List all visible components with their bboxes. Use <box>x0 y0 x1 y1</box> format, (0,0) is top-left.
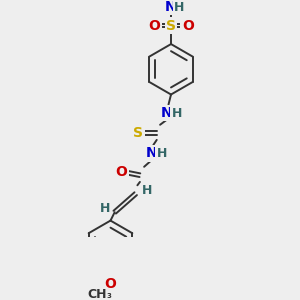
Text: H: H <box>172 106 182 119</box>
Text: N: N <box>164 0 176 14</box>
Text: S: S <box>133 126 143 140</box>
Text: CH: CH <box>87 288 107 300</box>
Text: O: O <box>148 19 160 33</box>
Text: H: H <box>99 202 110 215</box>
Text: H: H <box>142 184 153 197</box>
Text: H: H <box>174 1 184 13</box>
Text: N: N <box>161 106 172 120</box>
Text: O: O <box>116 165 128 179</box>
Text: O: O <box>182 19 194 33</box>
Text: N: N <box>146 146 158 160</box>
Text: H: H <box>157 147 167 160</box>
Text: ₃: ₃ <box>106 290 111 300</box>
Text: S: S <box>166 19 176 33</box>
Text: O: O <box>105 278 116 292</box>
